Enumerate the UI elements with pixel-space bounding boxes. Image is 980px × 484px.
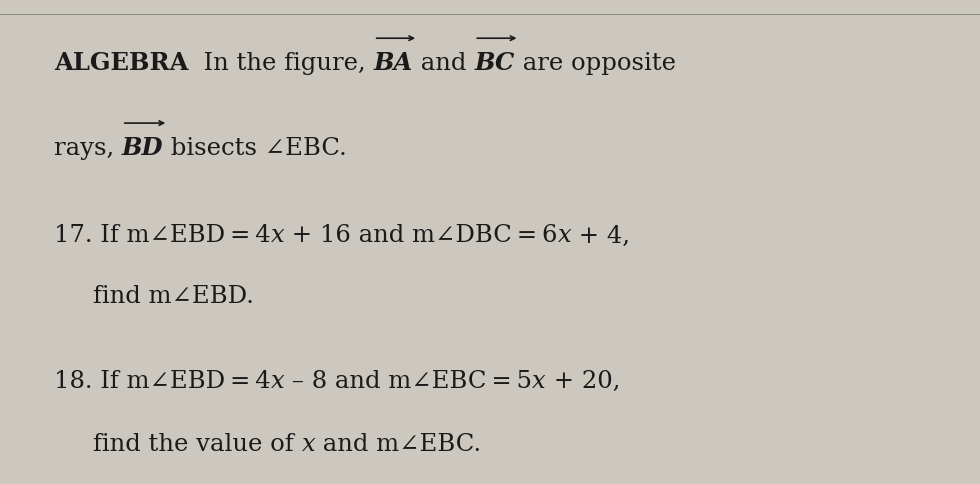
Text: + 4,: + 4, [571, 224, 630, 247]
Text: BC: BC [474, 51, 514, 75]
Text: bisects ∠EBC.: bisects ∠EBC. [164, 137, 347, 160]
Text: + 20,: + 20, [546, 369, 620, 392]
Text: In the figure,: In the figure, [188, 52, 373, 75]
Text: x: x [270, 369, 284, 392]
Text: and m∠EBC.: and m∠EBC. [316, 432, 481, 455]
Text: and: and [414, 52, 474, 75]
Text: find m∠EBD.: find m∠EBD. [93, 285, 254, 307]
Text: – 8 and m∠EBC = 5: – 8 and m∠EBC = 5 [284, 369, 532, 392]
Text: rays,: rays, [54, 137, 122, 160]
Text: BA: BA [373, 51, 414, 75]
Text: x: x [532, 369, 546, 392]
Text: BD: BD [122, 136, 164, 160]
Text: find the value of: find the value of [93, 432, 302, 455]
Text: 18. If m∠EBD = 4: 18. If m∠EBD = 4 [54, 369, 270, 392]
Text: x: x [270, 224, 284, 247]
Text: + 16 and m∠DBC = 6: + 16 and m∠DBC = 6 [284, 224, 558, 247]
Text: ALGEBRA: ALGEBRA [54, 51, 188, 75]
Text: x: x [558, 224, 571, 247]
Text: are opposite: are opposite [514, 52, 675, 75]
Text: 17. If m∠EBD = 4: 17. If m∠EBD = 4 [54, 224, 270, 247]
Text: x: x [302, 432, 316, 455]
